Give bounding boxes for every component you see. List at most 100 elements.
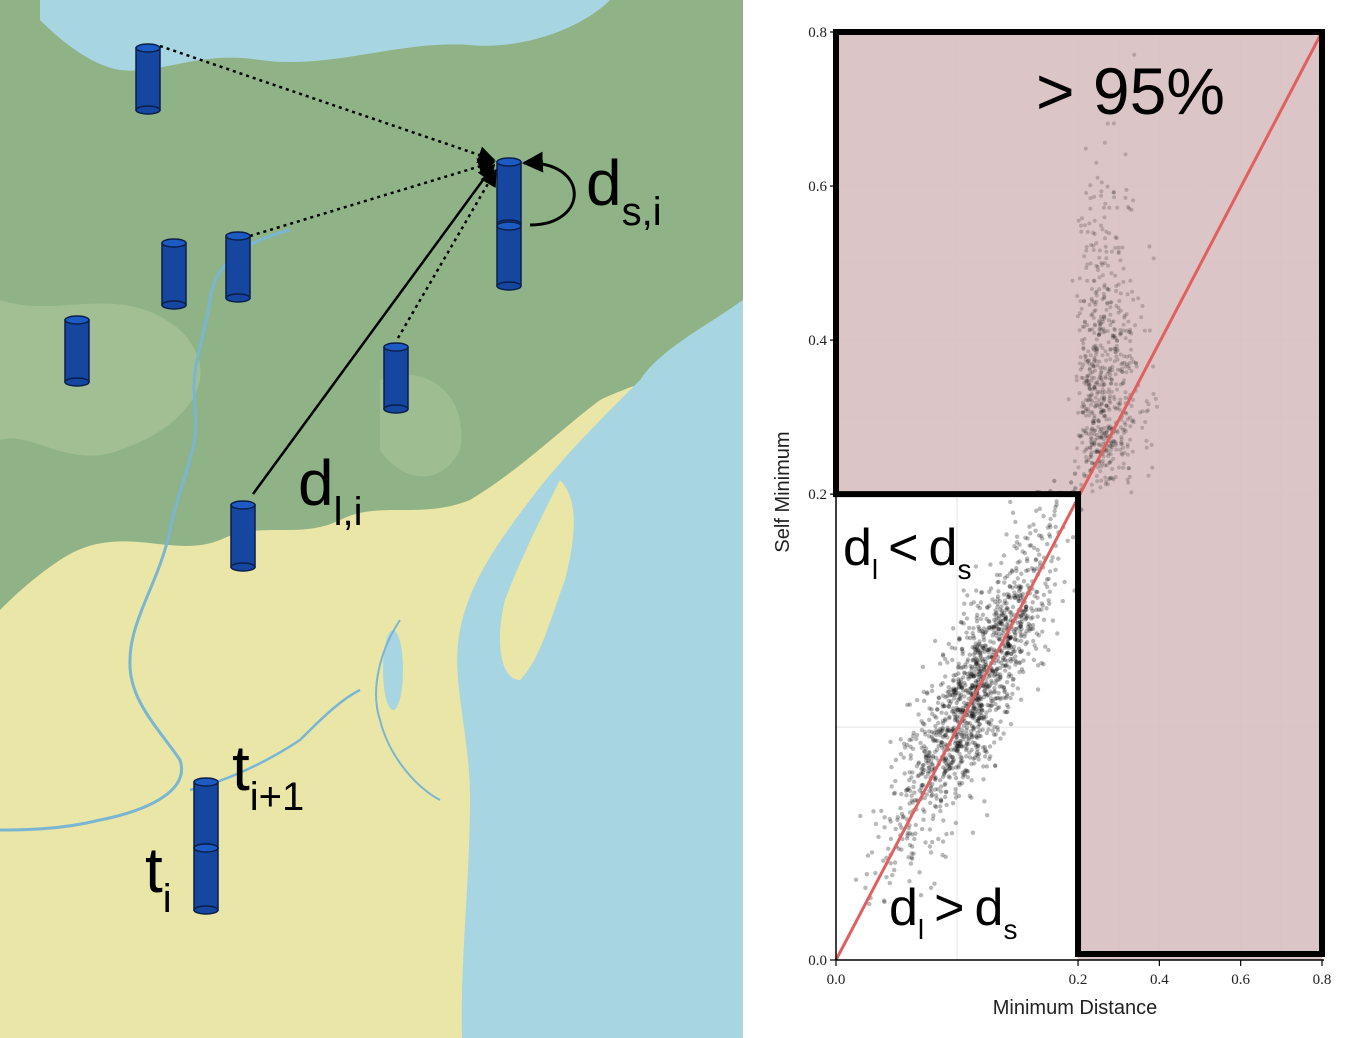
scatter-point [1026,621,1031,627]
scatter-point [1108,372,1113,377]
cylinder-3 [225,231,251,303]
scatter-point [892,790,898,796]
dotted-link-3 [396,168,498,339]
scatter-point [950,692,955,697]
scatter-point [956,691,961,696]
scatter-point [1088,445,1093,450]
scatter-point [1034,607,1039,612]
scatter-point [993,619,998,625]
scatter-point [1050,618,1056,623]
scatter-point [974,660,979,665]
scatter-point [1011,676,1016,682]
scatter-point [923,774,928,780]
scatter-point [994,667,1000,672]
scatter-point [977,651,982,656]
scatter-point [993,707,999,712]
scatter-point [1108,347,1113,352]
scatter-point [921,749,927,754]
scatter-point [1103,482,1108,487]
scatter-point [1102,316,1107,321]
scatter-point [967,690,972,695]
scatter-point [996,659,1001,664]
scatter-point [1101,326,1106,331]
scatter-point [956,731,961,737]
scatter-point [948,762,954,767]
scatter-point [1103,376,1108,381]
scatter-point [1090,427,1095,432]
scatter-point [1105,428,1110,433]
scatter-point [999,611,1004,616]
scatter-point [1140,304,1145,308]
scatter-point [981,716,987,721]
scatter-point [1105,287,1110,292]
scatter-point [944,789,949,794]
scatter-point [1112,328,1117,332]
scatter-point [976,709,982,714]
scatter-point [998,674,1003,680]
scatter-point [951,706,956,711]
scatter-point [1116,245,1121,250]
scatter-point [963,683,968,688]
scatter-point [929,688,935,694]
scatter-point [973,733,979,739]
scatter-point [923,752,928,758]
scatter-point [1106,426,1111,431]
scatter-point [1093,348,1098,353]
scatter-point [939,740,944,745]
scatter-point [907,879,912,884]
scatter-point [1005,594,1011,600]
scatter-point [1120,427,1125,432]
scatter-point [1118,447,1123,452]
scatter-point [1116,310,1121,315]
scatter-point [1094,289,1099,294]
scatter-point [983,630,989,635]
scatter-point [995,695,1000,701]
scatter-point [975,679,981,684]
scatter-point [998,697,1003,702]
scatter-point [927,844,932,849]
scatter-point [1001,695,1006,700]
scatter-point [977,658,982,663]
scatter-point [1039,533,1044,539]
scatter-point [1108,400,1113,405]
scatter-point [1102,294,1107,299]
scatter-point [887,816,892,822]
scatter-point [953,765,959,770]
scatter-point [1123,390,1128,395]
scatter-point [955,707,961,712]
scatter-point [1106,340,1111,345]
scatter-point [965,769,971,774]
scatter-point [913,822,918,828]
scatter-point [1087,221,1092,226]
scatter-point [976,641,982,647]
scatter-point [957,744,962,749]
scatter-point [1095,380,1100,385]
scatter-point [931,730,937,736]
scatter-point [1089,375,1094,380]
scatter-point [973,680,978,685]
scatter-point [908,756,913,761]
scatter-point [956,661,961,666]
scatter-point [952,741,958,746]
scatter-point [909,775,914,780]
scatter-point [927,756,932,761]
scatter-point [1111,190,1116,195]
scatter-point [950,766,955,771]
scatter-point [975,724,980,730]
scatter-point [990,597,995,602]
scatter-point [926,753,932,758]
scatter-point [1108,312,1113,317]
scatter-point [1112,397,1117,402]
scatter-point [938,808,943,814]
scatter-point [911,730,916,735]
scatter-point [926,750,931,755]
scatter-point [996,636,1001,641]
scatter-point [935,707,940,712]
scatter-point [924,691,930,696]
scatter-point [1107,231,1112,236]
scatter-point [954,744,959,749]
scatter-point [1092,322,1097,327]
ti1-label: ti+1 [232,732,304,819]
scatter-point [976,666,981,671]
scatter-point [1111,190,1116,195]
